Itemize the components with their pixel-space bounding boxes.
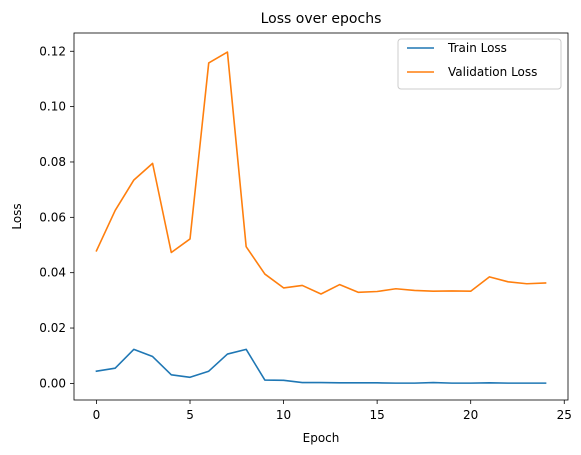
- y-tick-label: 0.06: [39, 210, 66, 224]
- legend-label-train-loss: Train Loss: [447, 41, 507, 55]
- y-tick-label: 0.00: [39, 376, 66, 390]
- series-layer: [95, 51, 547, 384]
- series-line-validation-loss: [95, 51, 547, 295]
- plot-frame: [73, 32, 569, 401]
- x-tick-label: 15: [369, 408, 384, 422]
- y-tick-label: 0.08: [39, 155, 66, 169]
- y-tick-label: 0.10: [39, 100, 66, 114]
- y-tick-label: 0.02: [39, 321, 66, 335]
- legend: Train Loss Validation Loss: [397, 38, 562, 90]
- x-tick-label: 20: [463, 408, 478, 422]
- y-tick-label: 0.04: [39, 266, 66, 280]
- y-axis: 0.00 0.02 0.04 0.06 0.08 0.10 0.12: [39, 44, 74, 390]
- x-axis: 0 5 10 15 20 25: [93, 400, 572, 422]
- x-tick-label: 25: [557, 408, 572, 422]
- x-axis-label: Epoch: [303, 431, 340, 445]
- legend-box: [397, 38, 562, 90]
- series-line-train-loss: [95, 348, 547, 384]
- x-tick-label: 10: [276, 408, 291, 422]
- plot-area: [74, 33, 568, 400]
- y-tick-label: 0.12: [39, 44, 66, 58]
- legend-label-validation-loss: Validation Loss: [448, 65, 537, 79]
- chart-title: Loss over epochs: [261, 11, 382, 27]
- x-tick-label: 0: [93, 408, 101, 422]
- y-axis-label: Loss: [10, 203, 24, 229]
- x-tick-label: 5: [186, 408, 194, 422]
